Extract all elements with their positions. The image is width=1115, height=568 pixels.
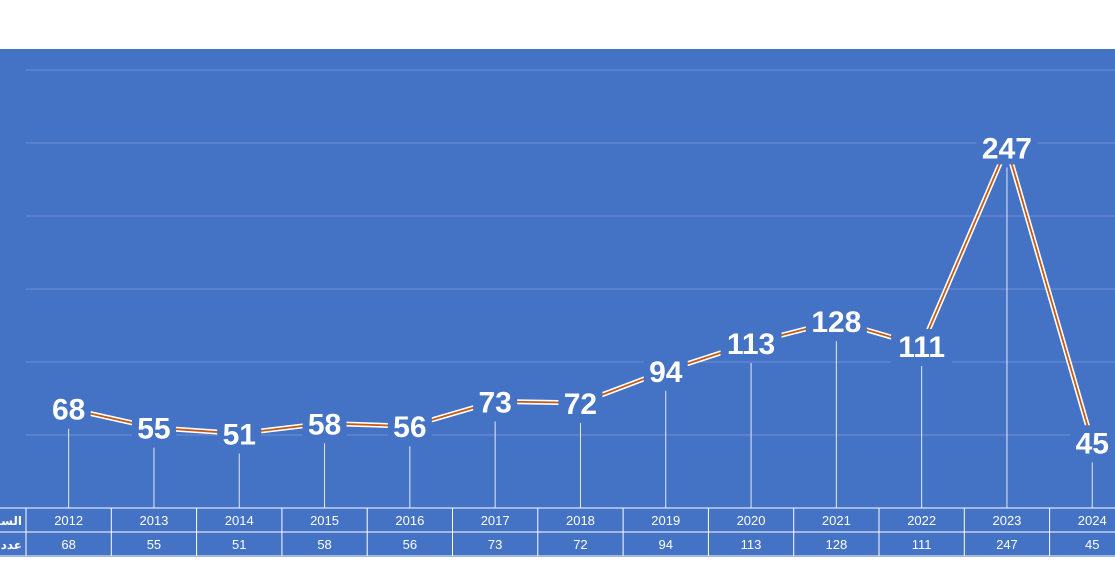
table-year-cell: 2016 [395,513,424,528]
data-label-bg [387,409,432,444]
table-count-cell: 56 [403,537,417,552]
data-label: 68 [52,394,85,427]
data-label-bg [46,391,91,426]
table-year-cell: 2017 [481,513,510,528]
data-label: 56 [393,411,426,444]
table-count-cell: 94 [659,537,673,552]
data-label: 128 [811,306,861,339]
gridlines [26,69,1115,436]
data-label: 45 [1076,427,1109,460]
table-count-cell: 247 [996,537,1018,552]
table-year-cell: 2024 [1078,513,1107,528]
table-count-cell: 68 [61,537,75,552]
data-table: السنة عدد 2012 68 2013 55 2014 51 2015 58 2016 56 20… [0,507,1115,557]
data-label-bg [720,326,782,361]
data-label: 111 [898,331,945,364]
data-label-bg [1070,425,1115,460]
data-label-bg [891,328,953,363]
table-count-cell: 45 [1085,537,1099,552]
table-count-cell: 73 [488,537,502,552]
table-year-cell: 2012 [54,513,83,528]
chart-plot-area: 68 55 51 58 56 73 72 94 113 128 111 247 45 السنة عدد 2… [0,49,1115,557]
table-row-label: السنة [0,514,22,528]
table-year-cell: 2019 [651,513,680,528]
table-year-cell: 2014 [225,513,254,528]
data-label-bg [558,385,603,420]
data-label: 55 [137,413,170,446]
data-label: 113 [727,328,775,361]
table-year-cell: 2020 [737,513,766,528]
data-labels: 68 55 51 58 56 73 72 94 113 128 111 247 45 [46,130,1115,460]
table-count-cell: 72 [573,537,587,552]
data-label: 58 [308,408,341,441]
data-label-bg [643,353,688,388]
data-label-bg [217,416,262,451]
table-year-cell: 2021 [822,513,851,528]
data-label-bg [805,304,867,339]
table-year-cell: 2015 [310,513,339,528]
table-count-cell: 111 [912,537,932,552]
drop-lines [68,167,1093,508]
data-label-bg [976,130,1038,165]
table-year-cell: 2022 [907,513,936,528]
table-year-cell: 2023 [992,513,1021,528]
line-chart: 68 55 51 58 56 73 72 94 113 128 111 247 45 السنة عدد 2… [0,69,1115,557]
table-year-cell: 2018 [566,513,595,528]
data-label: 51 [223,419,256,452]
data-label: 73 [478,386,511,419]
table-count-cell: 51 [232,537,246,552]
table-count-cell: 58 [317,537,331,552]
table-count-cell: 113 [741,537,762,552]
table-count-cell: 128 [825,537,847,552]
table-count-cell: 55 [147,537,161,552]
data-label: 94 [649,356,683,389]
data-label-bg [302,406,347,441]
data-label-bg [131,410,176,445]
data-label: 72 [564,388,597,421]
table-row-label: عدد [1,538,22,552]
table-year-cell: 2013 [139,513,168,528]
data-label-bg [473,384,518,419]
data-label: 247 [982,132,1032,165]
